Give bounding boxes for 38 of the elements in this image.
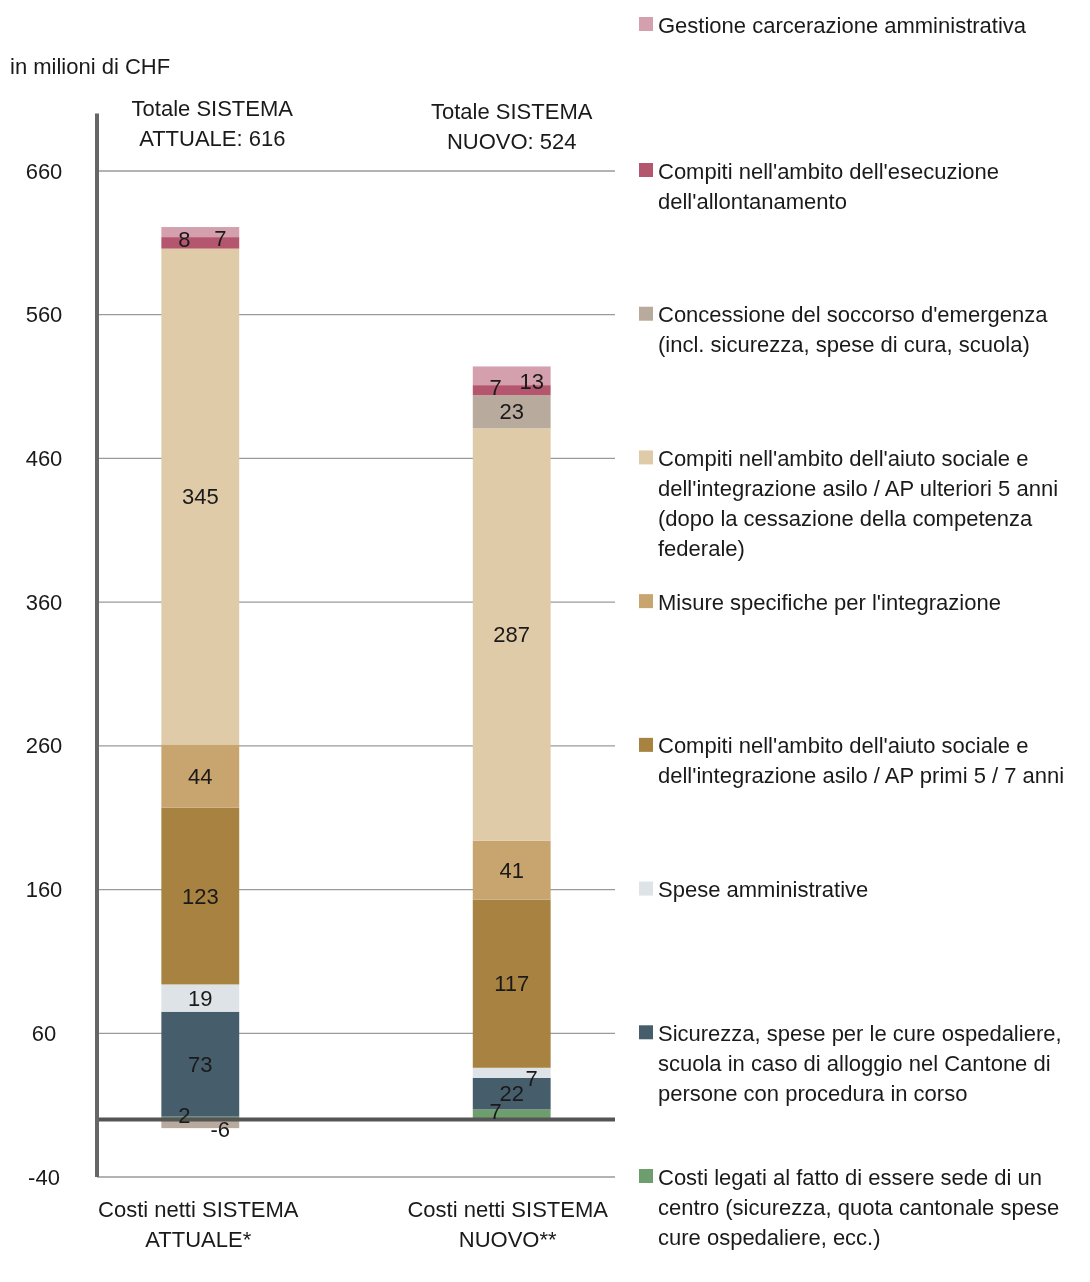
y-tick-label: 260: [25, 733, 63, 759]
y-tick-label: 160: [25, 877, 63, 903]
annotation: Totale SISTEMA ATTUALE: 616: [131, 95, 294, 151]
data-label: 7: [489, 374, 502, 400]
data-label: 23: [499, 399, 524, 425]
y-axis-title: in milioni di CHF: [10, 53, 171, 79]
y-tick-label: 660: [25, 158, 63, 184]
data-label: 73: [188, 1051, 213, 1077]
data-label: 7: [214, 225, 227, 251]
data-label: 41: [499, 857, 524, 883]
data-label: 287: [493, 621, 531, 647]
data-label: 44: [188, 763, 213, 789]
data-label: 117: [494, 971, 530, 997]
data-label: 123: [181, 883, 219, 909]
data-label: 345: [181, 484, 219, 510]
data-label: 19: [188, 985, 213, 1011]
x-tick-label: Costi netti SISTEMA ATTUALE*: [98, 1196, 299, 1252]
legend-label: Compiti nell'ambito dell'aiuto sociale e dell'integrazione asilo / AP ulteriori 5 anni (dopo la cessazione della competenza federale): [658, 445, 1059, 561]
y-tick-label: 360: [25, 589, 63, 615]
data-label: 7: [489, 1098, 502, 1124]
legend-label: Compiti nell'ambito dell'esecuzione dell'allontanamento: [658, 158, 1000, 214]
legend-label: Concessione del soccorso d'emergenza (incl. sicurezza, spese di cura, scuola): [658, 302, 1049, 358]
data-label: 13: [519, 369, 544, 395]
legend-label: Misure specifiche per l'integrazione: [658, 589, 1001, 615]
legend-label: Sicurezza, spese per le cure ospedaliere, scuola in caso di alloggio nel Cantone di persone con procedura in corso: [658, 1020, 1062, 1106]
data-label: 8: [178, 227, 191, 253]
annotation: Totale SISTEMA NUOVO: 524: [431, 98, 593, 154]
y-tick-label: 560: [25, 302, 63, 328]
y-tick-label: 60: [31, 1020, 57, 1046]
legend-label: Costi legati al fatto di essere sede di un centro (sicurezza, quota cantonale spese cure ospedaliere, ecc.): [658, 1164, 1060, 1250]
legend-label: Gestione carcerazione amministrativa: [658, 12, 1027, 38]
y-tick-label: 460: [25, 445, 63, 471]
legend-label: Compiti nell'ambito dell'aiuto sociale e dell'integrazione asilo / AP primi 5 / 7 anni: [658, 733, 1065, 789]
y-tick-label: -40: [28, 1164, 60, 1190]
data-label: 2: [178, 1102, 191, 1128]
data-label: -6: [210, 1117, 231, 1143]
x-tick-label: Costi netti SISTEMA NUOVO**: [407, 1196, 609, 1252]
legend-label: Spese amministrative: [658, 877, 869, 903]
